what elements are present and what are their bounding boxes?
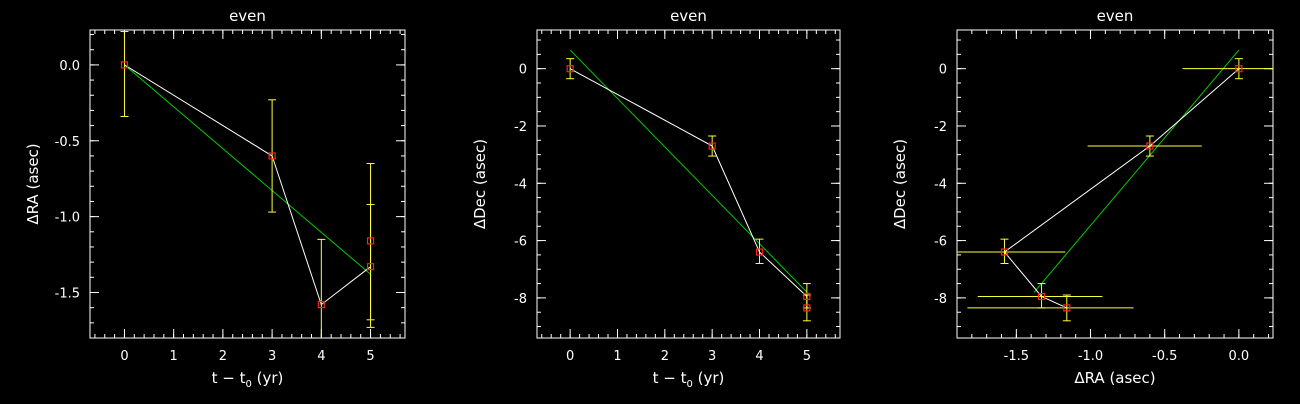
y-tick-label: -4 [934,177,947,192]
plot-frame [536,29,841,339]
data-point-marker [803,304,811,312]
x-axis-label-subscript: 0 [245,379,251,390]
y-tick-label: 0 [519,63,527,78]
x-axis-label-main: t − t [653,369,687,387]
y-axis-label: ΔRA (asec) [24,143,42,224]
y-tick-label: -2 [934,120,947,135]
y-tick-label: -4 [514,177,527,192]
x-tick-label: 5 [803,349,811,364]
x-tick-label: 2 [219,349,227,364]
x-axis-label-unit: (yr) [693,369,725,387]
data-point-marker [755,248,764,256]
plot-data [957,49,1273,322]
x-tick-label: 5 [366,349,374,364]
x-tick-label: 2 [661,349,669,364]
x-axis-label-main: t − t [212,369,246,387]
x-tick-label: -1.5 [1004,349,1029,364]
x-tick-label: 3 [268,349,276,364]
y-axis-label: ΔDec (asec) [471,139,489,229]
y-tick-label: -1.5 [55,286,80,301]
y-tick-label: -2 [514,120,527,135]
data-point-marker [120,61,129,69]
y-tick-label: -6 [934,235,947,250]
chart-title: even [229,7,266,25]
x-tick-label: 4 [755,349,763,364]
data-line [569,68,808,308]
plot-data [120,31,375,338]
x-axis-label: ΔRA (asec) [1074,369,1155,387]
plot-frame [89,29,406,339]
x-axis-label: t − t0 (yr) [653,369,725,390]
x-tick-label: -0.5 [1152,349,1177,364]
data-point-marker [1146,142,1154,150]
data-point-marker [317,301,325,309]
y-tick-label: 0.0 [59,59,80,74]
x-tick-label: -1.0 [1078,349,1103,364]
chart-title: even [1097,7,1134,25]
fit-line [1033,49,1240,293]
data-point-marker [803,292,811,301]
x-tick-label: 1 [170,349,178,364]
plot-frame [956,29,1274,339]
chart-panel-3: -1.5 -1.0 -0.5 0.0 0 -2 -4 -6 -8 even ΔRA (asec) ΔD… [891,7,1274,387]
y-axis-label: ΔDec (asec) [891,139,909,229]
y-tick-label: -8 [934,292,947,307]
x-axis-label-subscript: 0 [686,379,692,390]
x-tick-label: 1 [613,349,621,364]
data-point-marker [268,152,276,160]
y-tick-label: 0 [939,63,947,78]
y-tick-label: -0.5 [55,135,80,150]
data-point-marker [1235,65,1243,73]
x-tick-label: 0 [566,349,574,364]
fit-line [124,64,371,275]
data-point-marker [566,65,574,73]
chart-title: even [670,7,707,25]
data-point-marker [366,263,375,271]
x-tick-label: 0.0 [1229,349,1250,364]
data-line [124,64,371,306]
x-axis-label-unit: (yr) [252,369,284,387]
y-tick-label: -8 [514,292,527,307]
y-tick-label: -1.0 [55,211,80,226]
x-tick-label: 3 [708,349,716,364]
fit-line [569,49,808,293]
y-tick-label: -6 [514,235,527,250]
plot-data [566,49,811,322]
x-tick-label: 4 [317,349,325,364]
data-point-marker [708,142,716,150]
x-axis-label: t − t0 (yr) [212,369,284,390]
data-point-marker [1063,304,1071,312]
data-point-marker [1000,248,1009,256]
data-point-marker [1037,292,1046,301]
data-point-marker [366,237,375,245]
x-tick-label: 0 [120,349,128,364]
